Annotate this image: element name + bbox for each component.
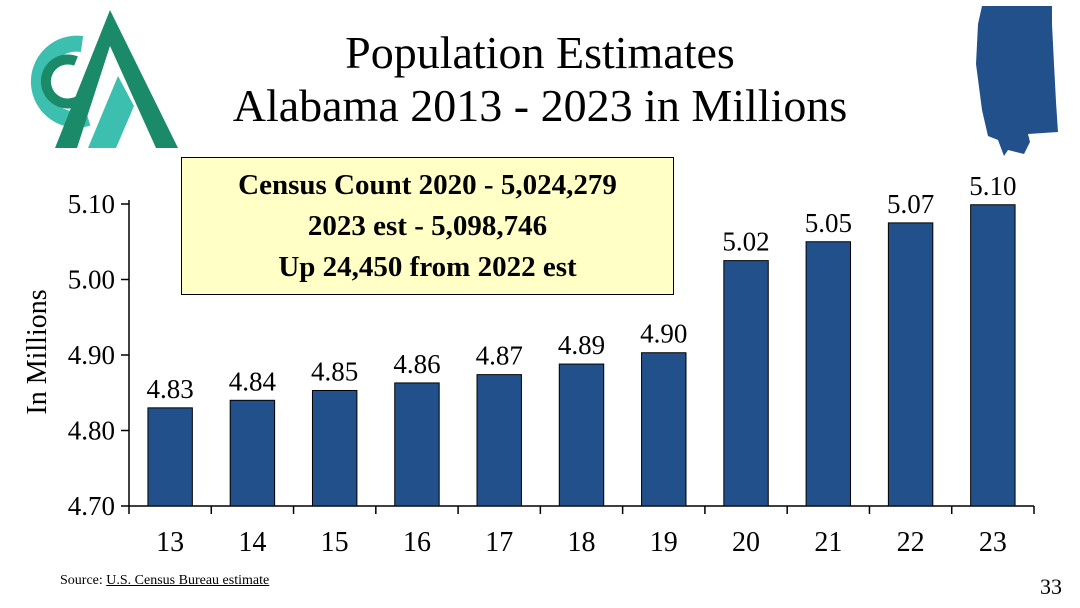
- bar: [970, 204, 1016, 507]
- x-tick-label: 19: [650, 527, 678, 558]
- callout-line-2: 2023 est - 5,098,746: [307, 210, 548, 242]
- data-label: 5.07: [887, 189, 934, 219]
- data-label: 4.87: [476, 341, 523, 371]
- x-tick-label: 17: [485, 527, 513, 558]
- data-label: 5.05: [805, 208, 852, 238]
- data-label: 5.02: [722, 227, 769, 257]
- cm-logo-icon: [10, 6, 180, 156]
- x-ticks: 13 14 15 16 17 18 19 20 21 22 23: [128, 506, 1035, 558]
- x-tick-label: 20: [732, 527, 760, 558]
- data-label: 4.85: [311, 356, 358, 386]
- bar: [805, 241, 852, 507]
- x-tick-label: 21: [814, 527, 842, 558]
- y-tick-label: 4.70: [68, 491, 115, 521]
- y-ticks: 4.70 4.80 4.90 5.00 5.10: [68, 189, 129, 521]
- source-link[interactable]: U.S. Census Bureau estimate: [106, 573, 270, 588]
- source-note: Source: U.S. Census Bureau estimate: [60, 573, 269, 589]
- bar: [394, 382, 440, 507]
- callout-line-1: Census Count 2020 - 5,024,279: [238, 169, 617, 201]
- x-tick-label: 23: [979, 527, 1007, 558]
- title-line-1: Population Estimates: [345, 27, 735, 78]
- bars: [147, 204, 1016, 507]
- callout-line-3: Up 24,450 from 2022 est: [278, 251, 577, 283]
- y-tick-label: 4.90: [68, 340, 115, 370]
- x-tick-label: 18: [568, 527, 596, 558]
- data-label: 4.86: [393, 349, 440, 379]
- data-labels: 4.83 4.84 4.85 4.86 4.87 4.89 4.90 5.02 5.05 5.07…: [147, 171, 1017, 404]
- bar: [147, 407, 193, 507]
- x-tick-label: 14: [238, 527, 266, 558]
- bar: [558, 363, 605, 507]
- bar: [723, 260, 769, 507]
- x-tick-label: 22: [897, 527, 925, 558]
- bar: [476, 374, 522, 507]
- source-prefix: Source:: [60, 573, 107, 588]
- bar: [311, 389, 358, 507]
- data-label: 4.83: [147, 374, 194, 404]
- title-line-2: Alabama 2013 - 2023 in Millions: [232, 80, 848, 131]
- data-label: 5.10: [969, 171, 1016, 201]
- alabama-map-icon: [968, 4, 1062, 156]
- data-label: 4.84: [229, 366, 277, 396]
- bar: [641, 352, 687, 507]
- census-callout-box: Census Count 2020 - 5,024,279 2023 est -…: [181, 157, 674, 295]
- y-tick-label: 4.80: [68, 416, 115, 446]
- data-label: 4.89: [558, 330, 605, 360]
- x-tick-label: 16: [403, 527, 431, 558]
- chart-title: Population Estimates Alabama 2013 - 2023…: [170, 26, 910, 132]
- y-tick-label: 5.10: [68, 189, 115, 219]
- y-tick-label: 5.00: [68, 265, 115, 295]
- bar: [887, 222, 934, 507]
- x-tick-label: 15: [321, 527, 349, 558]
- bar: [229, 399, 276, 507]
- page-number: 33: [1040, 574, 1062, 599]
- y-axis-label: In Millions: [22, 289, 53, 414]
- data-label: 4.90: [640, 319, 687, 349]
- x-tick-label: 13: [156, 527, 184, 558]
